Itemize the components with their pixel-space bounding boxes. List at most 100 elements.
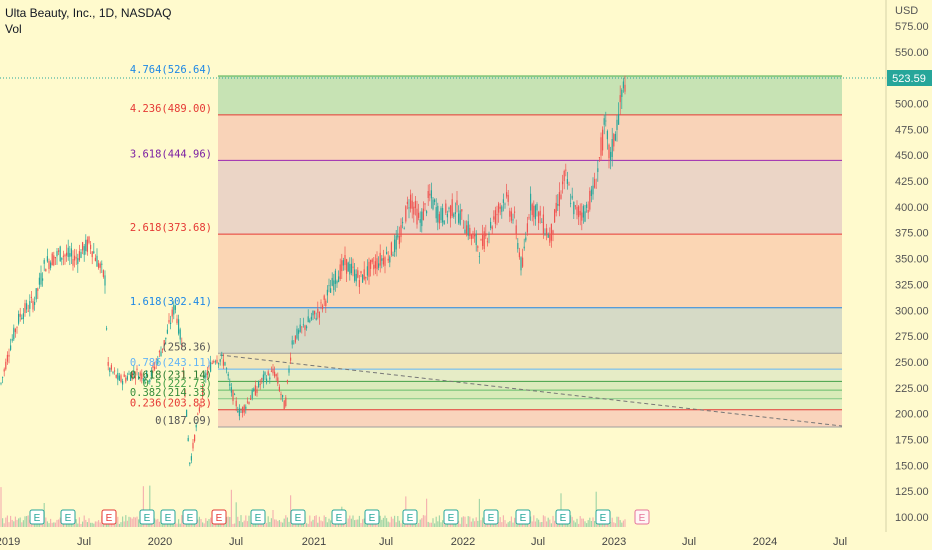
earnings-marker[interactable]: E: [160, 509, 176, 525]
volume-bar: [552, 515, 554, 527]
candle-body: [438, 214, 440, 224]
earnings-marker[interactable]: E: [634, 509, 650, 525]
candle-body: [486, 241, 488, 243]
earnings-marker[interactable]: E: [29, 509, 45, 525]
earnings-marker[interactable]: E: [182, 509, 198, 525]
candle-body: [99, 263, 101, 268]
candle-body: [88, 236, 90, 243]
volume-bar: [624, 519, 626, 527]
candle-body: [5, 361, 7, 370]
time-axis[interactable]: 2019 Jul 2020 Jul 2021 Jul 2022 Jul 2023 Jul 2024 J…: [0, 536, 847, 548]
volume-bar: [458, 521, 460, 527]
candle-body: [371, 259, 373, 263]
earnings-marker[interactable]: E: [555, 509, 571, 525]
volume-bar: [170, 523, 172, 527]
earnings-marker[interactable]: E: [60, 509, 76, 525]
volume-bar: [90, 522, 92, 527]
symbol-title[interactable]: Ulta Beauty, Inc., 1D, NASDAQ: [5, 6, 172, 20]
price-axis[interactable]: 575.00550.00525.00500.00475.00450.00425.…: [895, 21, 929, 524]
candle-body: [77, 258, 79, 264]
candle-body: [339, 264, 341, 279]
volume-bar: [499, 517, 501, 527]
candle-body: [490, 221, 492, 228]
candle-body: [493, 216, 495, 220]
volume-bar: [549, 519, 551, 527]
earnings-marker[interactable]: E: [139, 509, 155, 525]
volume-bar: [418, 523, 420, 527]
candle-body: [405, 206, 407, 222]
volume-bar: [595, 491, 597, 527]
volume-bar: [474, 521, 476, 527]
earnings-marker[interactable]: E: [250, 509, 266, 525]
volume-bar: [216, 523, 218, 527]
candle-body: [506, 192, 508, 197]
volume-bar: [544, 516, 546, 527]
earnings-marker[interactable]: E: [443, 509, 459, 525]
candle-body: [250, 398, 252, 400]
volume-bar: [402, 520, 404, 527]
earnings-marker[interactable]: E: [595, 509, 611, 525]
volume-bar: [280, 521, 282, 527]
earnings-marker[interactable]: E: [290, 509, 306, 525]
candle-body: [587, 210, 589, 213]
earnings-marker[interactable]: E: [101, 509, 117, 525]
candle-body: [50, 262, 52, 268]
volume-bar: [563, 523, 565, 527]
volume-bar: [238, 521, 240, 527]
candle-body: [56, 251, 58, 257]
earnings-marker[interactable]: E: [331, 509, 347, 525]
price-tick-label: 575.00: [895, 21, 929, 33]
candle-body: [344, 255, 346, 266]
candle-body: [318, 312, 320, 318]
volume-bar: [602, 522, 604, 527]
candle-body: [619, 95, 621, 103]
candle-body: [134, 376, 136, 379]
candle-body: [496, 214, 498, 216]
candle-body: [536, 204, 538, 211]
earnings-marker[interactable]: E: [402, 509, 418, 525]
candle-body: [227, 374, 229, 376]
candle-body: [611, 139, 613, 157]
earnings-badge: [250, 509, 266, 525]
volume-bar: [197, 519, 199, 527]
earnings-marker[interactable]: E: [515, 509, 531, 525]
volume-bar: [235, 502, 237, 527]
volume-bar: [128, 516, 130, 527]
candle-body: [571, 195, 573, 199]
volume-bar: [571, 516, 573, 527]
volume-bar: [285, 515, 287, 527]
volume-bar: [346, 522, 348, 527]
candlestick-series[interactable]: [0, 75, 626, 467]
earnings-marker[interactable]: E: [483, 509, 499, 525]
volume-bar: [312, 519, 314, 527]
candle-body: [613, 134, 615, 147]
volume-bar: [387, 521, 389, 527]
candle-body: [501, 206, 503, 212]
fib-zone: [218, 307, 842, 354]
trend-line[interactable]: [219, 354, 843, 427]
candle-body: [418, 212, 420, 218]
earnings-marker[interactable]: E: [364, 509, 380, 525]
volume-bar: [307, 523, 309, 527]
volume-bar: [450, 522, 452, 527]
volume-bar: [192, 523, 194, 527]
candle-body: [336, 280, 338, 284]
earnings-marker[interactable]: E: [211, 509, 227, 525]
fib-zone: [218, 398, 842, 410]
volume-bar: [283, 518, 285, 527]
candle-body: [381, 258, 383, 261]
candle-body: [166, 329, 168, 334]
volume-bar: [461, 517, 463, 527]
volume-bar: [37, 522, 39, 527]
fib-zone: [218, 76, 842, 115]
candle-body: [539, 210, 541, 216]
volume-bar: [229, 517, 231, 527]
volume-bar: [122, 516, 124, 527]
volume-bar: [477, 520, 479, 527]
time-tick-label: 2020: [148, 536, 172, 548]
candle-body: [382, 257, 384, 265]
volume-bar: [45, 517, 47, 527]
candle-body: [510, 211, 512, 221]
